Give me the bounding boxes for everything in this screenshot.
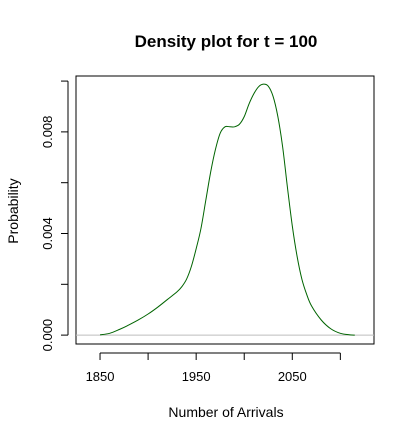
y-tick-label: 0.000 — [40, 319, 55, 352]
y-tick-label: 0.008 — [40, 116, 55, 149]
x-tick-label: 1950 — [182, 369, 211, 384]
y-axis: 0.000 0.004 0.008 — [40, 80, 69, 352]
plot-area-frame — [75, 75, 375, 345]
density-line — [99, 83, 355, 336]
x-axis: 1850 1950 2050 — [86, 352, 341, 384]
series-layer — [99, 83, 355, 336]
y-tick-label: 0.004 — [40, 217, 55, 250]
chart-title: Density plot for t = 100 — [135, 32, 318, 51]
x-axis-label: Number of Arrivals — [168, 404, 283, 420]
x-tick-label: 2050 — [278, 369, 307, 384]
y-axis-label: Probability — [5, 178, 21, 243]
x-tick-label: 1850 — [86, 369, 115, 384]
